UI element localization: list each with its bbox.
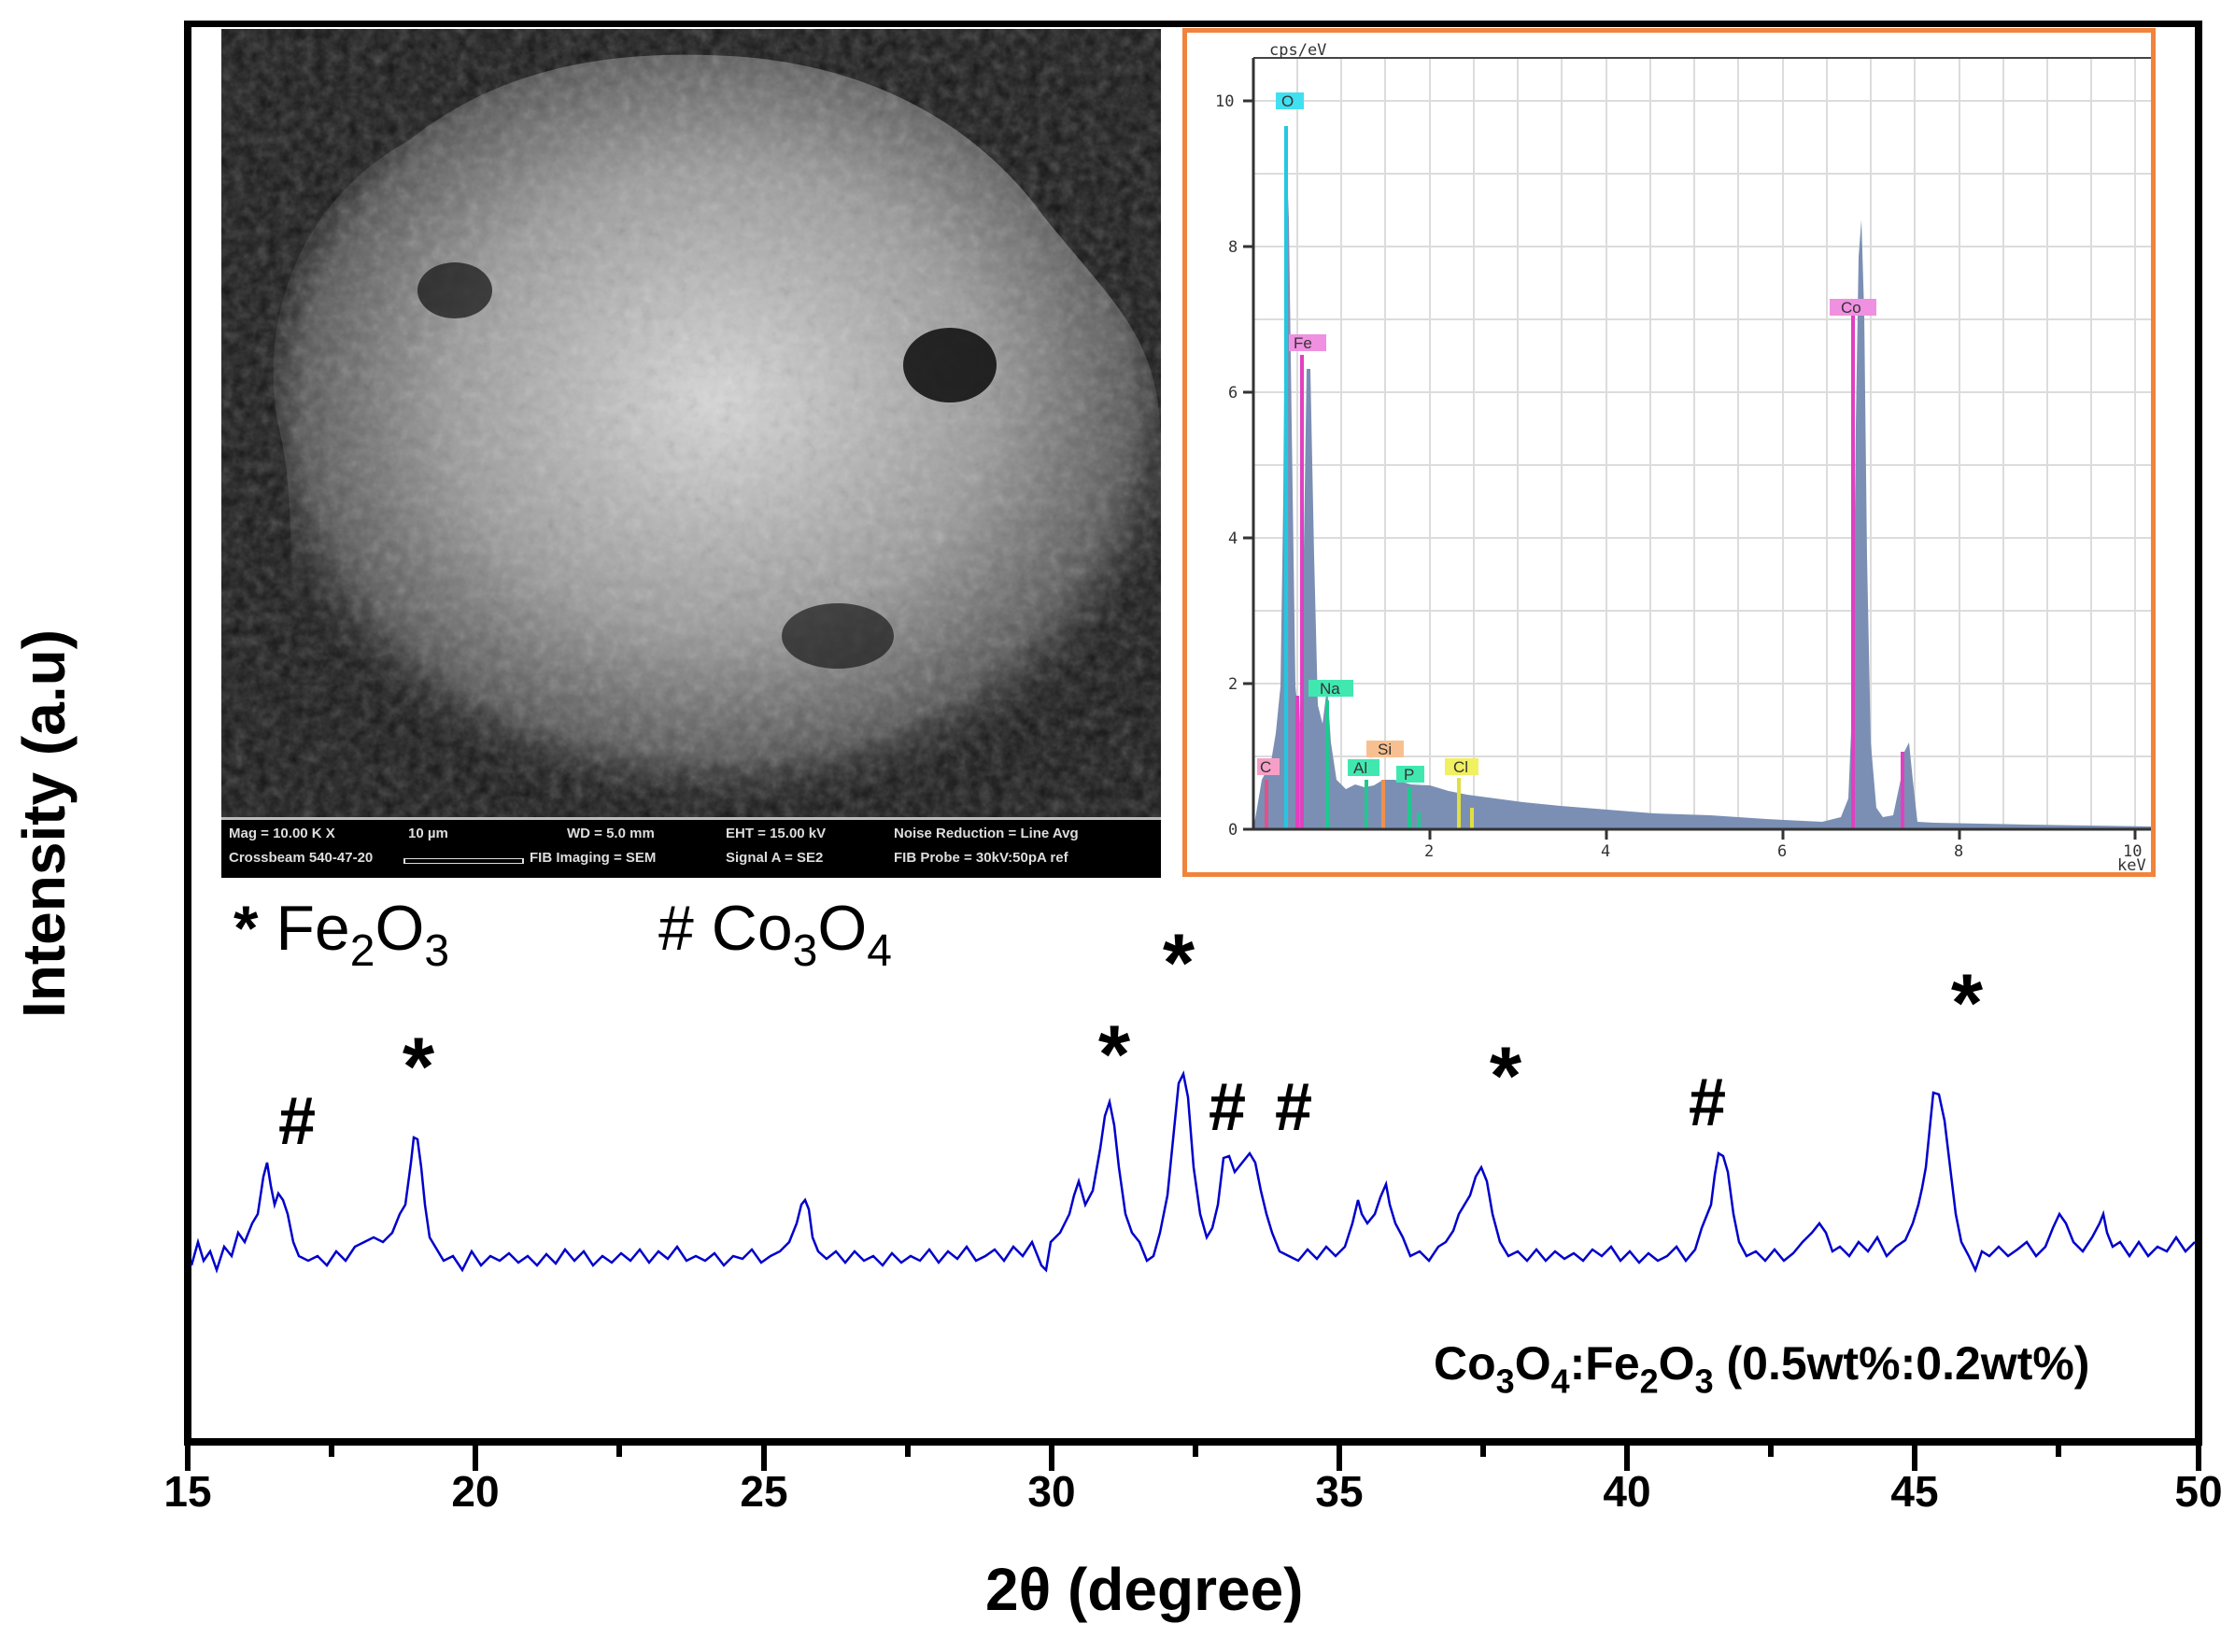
svg-text:4: 4 — [1601, 842, 1610, 861]
eds-chart: C O Fe Na Si Al P Cl Co 10 8 6 4 2 0 2 4… — [1215, 41, 2151, 872]
x-tick-25: 25 — [740, 1467, 788, 1516]
svg-text:8: 8 — [1228, 238, 1238, 257]
legend-fe2o3: * Fe2O3 — [233, 893, 450, 976]
sem-info-bar: Mag = 10.00 K X 10 µm Crossbeam 540-47-2… — [221, 817, 1161, 878]
eds-element-lines — [1265, 126, 1904, 829]
peak-marker-fe2o3: * — [402, 1020, 435, 1112]
peak-marker-fe2o3: * — [1950, 956, 1984, 1049]
sem-noise-reduction: Noise Reduction = Line Avg — [894, 826, 1079, 841]
sem-instrument: Crossbeam 540-47-20 — [229, 850, 374, 866]
eds-label-p: P — [1404, 766, 1414, 784]
eds-label-c: C — [1260, 758, 1271, 776]
x-tick-50: 50 — [2174, 1467, 2223, 1516]
peak-marker-co3o4: # — [277, 1084, 317, 1159]
sem-micrograph — [221, 29, 1161, 820]
eds-label-fe: Fe — [1294, 334, 1312, 352]
eds-ticks — [1243, 99, 2137, 840]
peak-marker-co3o4: # — [1208, 1070, 1247, 1145]
svg-text:8: 8 — [1954, 842, 1963, 861]
peak-marker-fe2o3: * — [1489, 1029, 1522, 1122]
svg-text:10: 10 — [2123, 842, 2142, 861]
x-tick-20: 20 — [451, 1467, 500, 1516]
sem-image-inset: Mag = 10.00 K X 10 µm Crossbeam 540-47-2… — [221, 29, 1161, 878]
eds-label-si: Si — [1378, 741, 1392, 758]
legend-co3o4: # Co3O4 — [658, 893, 892, 976]
svg-text:2: 2 — [1228, 675, 1238, 694]
y-axis-title: Intensity (a.u) — [10, 628, 78, 1018]
x-tick-35: 35 — [1315, 1467, 1364, 1516]
sem-signal: Signal A = SE2 — [726, 850, 824, 866]
x-tick-40: 40 — [1603, 1467, 1651, 1516]
asterisk-marker-icon: * — [233, 893, 259, 964]
sem-scale-label: 10 µm — [408, 826, 448, 841]
svg-text:4: 4 — [1228, 529, 1238, 548]
svg-text:10: 10 — [1215, 92, 1234, 111]
svg-text:2: 2 — [1424, 842, 1434, 861]
peak-marker-fe2o3: * — [1162, 916, 1195, 1009]
eds-label-na: Na — [1320, 680, 1340, 698]
eds-label-cl: Cl — [1453, 758, 1468, 776]
xrd-line — [190, 1070, 2196, 1274]
sem-fib-imaging: FIB Imaging = SEM — [530, 850, 657, 866]
eds-label-co: Co — [1841, 299, 1861, 317]
sample-label: Co3O4:Fe2O3 (0.5wt%:0.2wt%) — [1434, 1337, 2090, 1401]
peak-marker-co3o4: # — [1688, 1066, 1727, 1140]
eds-label-o: O — [1281, 92, 1294, 110]
svg-text:0: 0 — [1228, 821, 1238, 840]
eds-spectrum-inset: C O Fe Na Si Al P Cl Co 10 8 6 4 2 0 2 4… — [1182, 28, 2156, 877]
sem-fib-probe: FIB Probe = 30kV:50pA ref — [894, 850, 1068, 866]
svg-text:keV: keV — [2117, 856, 2146, 872]
eds-label-al: Al — [1353, 759, 1367, 777]
peak-marker-co3o4: # — [1274, 1070, 1313, 1145]
x-axis-title: 2θ (degree) — [985, 1556, 1304, 1623]
sem-scale-bar — [403, 858, 524, 864]
svg-text:6: 6 — [1777, 842, 1787, 861]
hash-marker-icon: # — [658, 893, 694, 964]
x-tick-45: 45 — [1890, 1467, 1939, 1516]
eds-element-labels: C O Fe Na Si Al P Cl Co — [1257, 92, 1876, 784]
svg-text:cps/eV: cps/eV — [1269, 41, 1326, 60]
plot-frame — [184, 21, 2202, 1446]
x-tick-15: 15 — [163, 1467, 212, 1516]
sem-eht: EHT = 15.00 kV — [726, 826, 827, 841]
eds-tick-labels: 10 8 6 4 2 0 2 4 6 8 10 keV cps/eV — [1215, 41, 2146, 872]
svg-text:6: 6 — [1228, 384, 1238, 402]
x-tick-30: 30 — [1027, 1467, 1076, 1516]
sem-mag: Mag = 10.00 K X — [229, 826, 335, 841]
peak-marker-fe2o3: * — [1097, 1008, 1131, 1100]
sem-wd: WD = 5.0 mm — [567, 826, 655, 841]
